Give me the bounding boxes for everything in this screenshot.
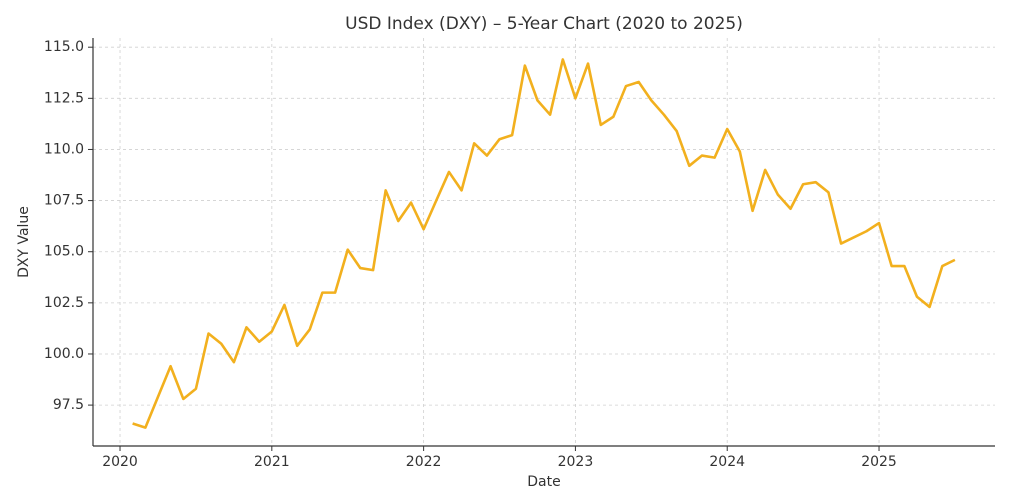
y-tick-label: 110.0 [44, 141, 84, 157]
y-tick-label: 112.5 [44, 90, 84, 106]
chart-title: USD Index (DXY) – 5-Year Chart (2020 to … [345, 14, 743, 34]
y-tick-label: 102.5 [44, 295, 84, 311]
x-axis-label: Date [527, 474, 560, 490]
y-tick-label: 100.0 [44, 346, 84, 362]
y-tick-label: 115.0 [44, 39, 84, 55]
x-tick-label: 2023 [558, 454, 594, 470]
x-tick-label: 2024 [709, 454, 745, 470]
x-tick-label: 2020 [102, 454, 138, 470]
y-tick-label: 107.5 [44, 193, 84, 209]
y-tick-label: 105.0 [44, 244, 84, 260]
y-axis-label: DXY Value [16, 206, 32, 278]
x-tick-label: 2022 [406, 454, 442, 470]
x-tick-label: 2021 [254, 454, 290, 470]
y-tick-label: 97.5 [53, 397, 84, 413]
data-line [132, 58, 956, 429]
x-tick-label: 2025 [861, 454, 897, 470]
